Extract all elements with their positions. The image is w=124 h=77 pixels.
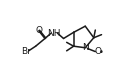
Text: Br: Br	[21, 47, 31, 56]
Text: O: O	[35, 26, 42, 35]
Text: NH: NH	[47, 29, 61, 38]
Text: O: O	[94, 47, 101, 56]
Text: N: N	[82, 43, 89, 52]
Text: •: •	[99, 48, 104, 57]
